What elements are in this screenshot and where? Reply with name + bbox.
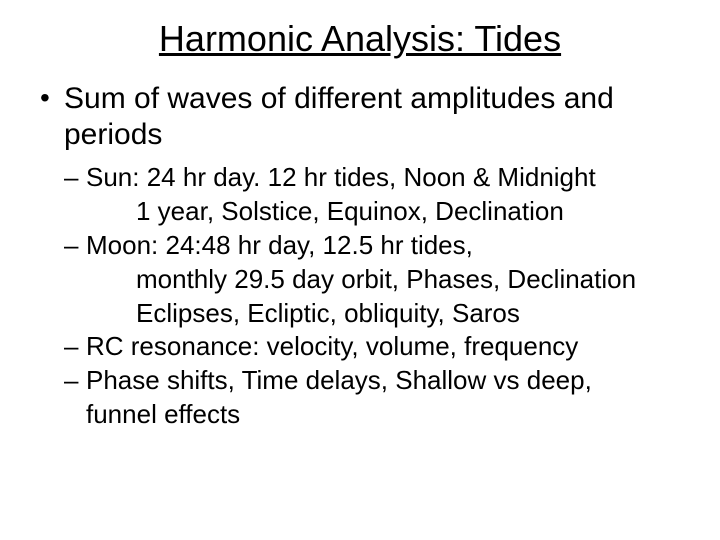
slide-title: Harmonic Analysis: Tides [40,18,680,59]
sub-bullet-rc: RC resonance: velocity, volume, frequenc… [64,330,680,364]
sub-bullet-moon-cont1: monthly 29.5 day orbit, Phases, Declinat… [64,263,680,297]
sub-bullet-moon-cont2: Eclipses, Ecliptic, obliquity, Saros [64,297,680,331]
sub-bullet-moon: Moon: 24:48 hr day, 12.5 hr tides, [64,229,680,263]
sub-bullet-group: Sun: 24 hr day. 12 hr tides, Noon & Midn… [64,161,680,431]
sub-bullet-sun-cont: 1 year, Solstice, Equinox, Declination [64,195,680,229]
sub-bullet-phase-cont: funnel effects [64,398,680,432]
bullet-level1: Sum of waves of different amplitudes and… [40,81,680,153]
sub-bullet-sun: Sun: 24 hr day. 12 hr tides, Noon & Midn… [64,161,680,195]
slide: Harmonic Analysis: Tides Sum of waves of… [0,0,720,540]
sub-bullet-phase: Phase shifts, Time delays, Shallow vs de… [64,364,680,398]
